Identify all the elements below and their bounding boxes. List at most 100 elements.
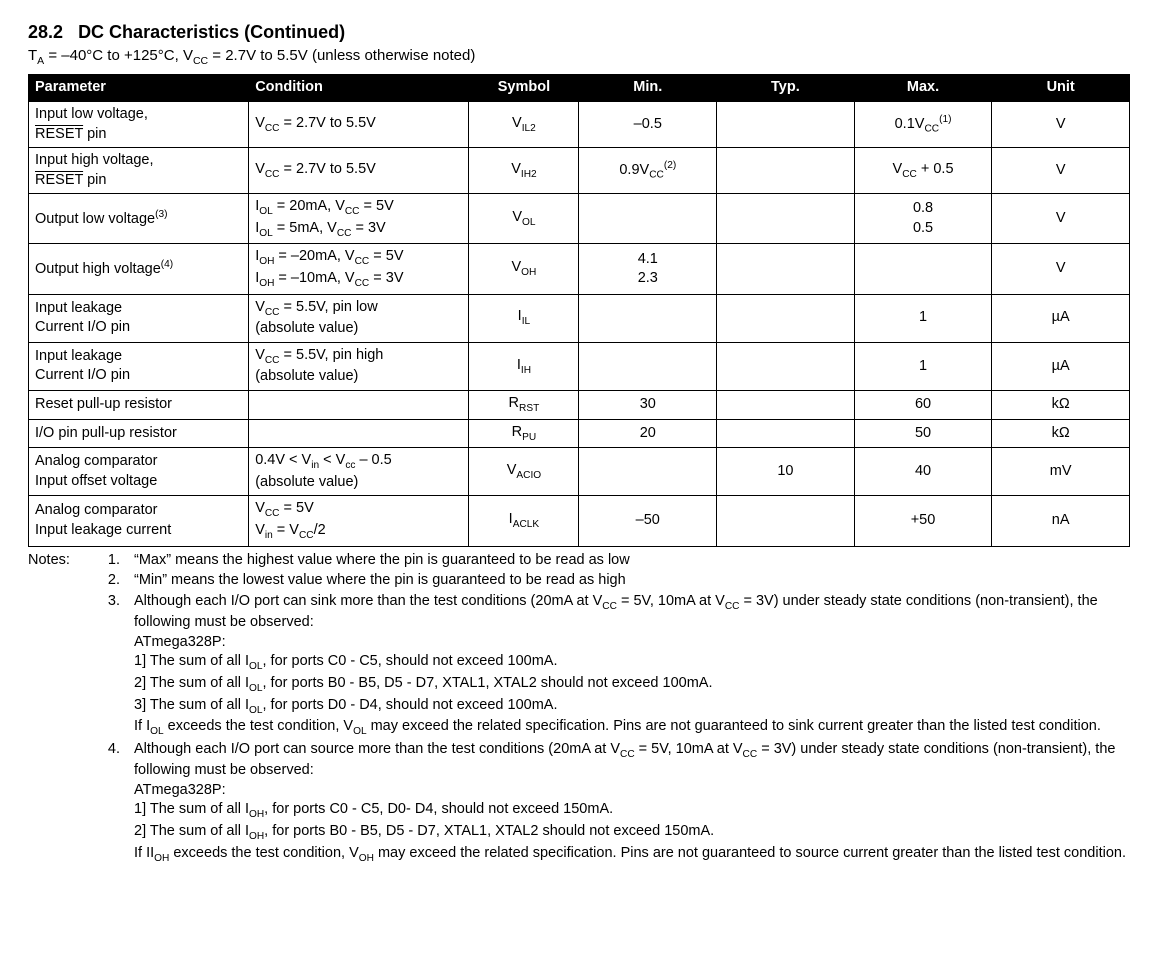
cell-sym: IIL — [469, 294, 579, 342]
cell-param: Reset pull-up resistor — [29, 390, 249, 419]
cell-cond: IOH = –20mA, VCC = 5VIOH = –10mA, VCC = … — [249, 244, 469, 294]
note-body: “Max” means the highest value where the … — [134, 551, 1130, 571]
section-number: 28.2 — [28, 22, 63, 42]
cell-sym: VOL — [469, 194, 579, 244]
cell-max: 1 — [854, 294, 992, 342]
cell-unit: V — [992, 194, 1130, 244]
note-row: 2. “Min” means the lowest value where the… — [28, 571, 1130, 591]
column-header-cond: Condition — [249, 75, 469, 102]
cell-unit: mV — [992, 448, 1130, 496]
cell-sym: IIH — [469, 342, 579, 390]
cell-sym: IACLK — [469, 496, 579, 546]
cell-cond: VCC = 5.5V, pin high(absolute value) — [249, 342, 469, 390]
cell-cond — [249, 390, 469, 419]
cell-typ — [717, 102, 855, 148]
cell-sym: VIH2 — [469, 148, 579, 194]
column-header-sym: Symbol — [469, 75, 579, 102]
cell-cond: IOL = 20mA, VCC = 5VIOL = 5mA, VCC = 3V — [249, 194, 469, 244]
note-number: 3. — [98, 592, 120, 739]
cell-typ — [717, 390, 855, 419]
cell-unit: V — [992, 148, 1130, 194]
note-body: “Min” means the lowest value where the p… — [134, 571, 1130, 591]
table-header-row: ParameterConditionSymbolMin.Typ.Max.Unit — [29, 75, 1130, 102]
cell-min: 4.12.3 — [579, 244, 717, 294]
cell-param: Analog comparatorInput offset voltage — [29, 448, 249, 496]
cell-sym: VIL2 — [469, 102, 579, 148]
section-conditions: TA = –40°C to +125°C, VCC = 2.7V to 5.5V… — [28, 46, 1130, 68]
cell-unit: nA — [992, 496, 1130, 546]
notes-label — [28, 571, 84, 591]
cell-typ — [717, 148, 855, 194]
table-row: I/O pin pull-up resistor RPU20 50kΩ — [29, 419, 1130, 448]
cell-sym: VACIO — [469, 448, 579, 496]
cell-min: –0.5 — [579, 102, 717, 148]
column-header-min: Min. — [579, 75, 717, 102]
cell-max: 60 — [854, 390, 992, 419]
cell-min: 0.9VCC(2) — [579, 148, 717, 194]
cell-param: I/O pin pull-up resistor — [29, 419, 249, 448]
cell-min: 30 — [579, 390, 717, 419]
cell-typ: 10 — [717, 448, 855, 496]
cell-min — [579, 342, 717, 390]
table-row: Input leakageCurrent I/O pinVCC = 5.5V, … — [29, 294, 1130, 342]
cell-typ — [717, 419, 855, 448]
cell-sym: RRST — [469, 390, 579, 419]
cell-sym: VOH — [469, 244, 579, 294]
note-body: Although each I/O port can source more t… — [134, 740, 1130, 866]
table-row: Output high voltage(4)IOH = –20mA, VCC =… — [29, 244, 1130, 294]
dc-characteristics-table: ParameterConditionSymbolMin.Typ.Max.Unit… — [28, 74, 1130, 546]
cell-min — [579, 294, 717, 342]
table-row: Analog comparatorInput offset voltage0.4… — [29, 448, 1130, 496]
cell-cond: VCC = 2.7V to 5.5V — [249, 102, 469, 148]
cell-param: Input low voltage,RESET pin — [29, 102, 249, 148]
column-header-typ: Typ. — [717, 75, 855, 102]
cell-min — [579, 194, 717, 244]
cell-max: +50 — [854, 496, 992, 546]
cell-unit: V — [992, 102, 1130, 148]
column-header-unit: Unit — [992, 75, 1130, 102]
table-row: Analog comparatorInput leakage currentVC… — [29, 496, 1130, 546]
notes-label: Notes: — [28, 551, 84, 571]
cell-param: Output low voltage(3) — [29, 194, 249, 244]
cell-max — [854, 244, 992, 294]
cell-unit: µA — [992, 342, 1130, 390]
cell-param: Output high voltage(4) — [29, 244, 249, 294]
notes-label — [28, 592, 84, 739]
cell-max: 0.1VCC(1) — [854, 102, 992, 148]
note-number: 4. — [98, 740, 120, 866]
notes-section: Notes: 1. “Max” means the highest value wh… — [28, 551, 1130, 866]
cell-max: VCC + 0.5 — [854, 148, 992, 194]
cell-typ — [717, 194, 855, 244]
cell-param: Analog comparatorInput leakage current — [29, 496, 249, 546]
cell-cond: VCC = 5VVin = VCC/2 — [249, 496, 469, 546]
table-row: Reset pull-up resistor RRST30 60kΩ — [29, 390, 1130, 419]
cell-cond: VCC = 5.5V, pin low(absolute value) — [249, 294, 469, 342]
note-row: 4.Although each I/O port can source more… — [28, 740, 1130, 866]
cell-typ — [717, 496, 855, 546]
cell-min: 20 — [579, 419, 717, 448]
cell-min: –50 — [579, 496, 717, 546]
table-row: Input high voltage,RESET pinVCC = 2.7V t… — [29, 148, 1130, 194]
section-heading: DC Characteristics (Continued) — [78, 22, 345, 42]
cell-param: Input high voltage,RESET pin — [29, 148, 249, 194]
cell-max: 50 — [854, 419, 992, 448]
cell-unit: µA — [992, 294, 1130, 342]
cell-max: 1 — [854, 342, 992, 390]
note-number: 2. — [98, 571, 120, 591]
section-title: 28.2 DC Characteristics (Continued) — [28, 20, 1130, 44]
cell-typ — [717, 342, 855, 390]
cell-unit: kΩ — [992, 419, 1130, 448]
note-number: 1. — [98, 551, 120, 571]
cell-max: 40 — [854, 448, 992, 496]
note-row: Notes: 1. “Max” means the highest value wh… — [28, 551, 1130, 571]
notes-label — [28, 740, 84, 866]
cell-unit: kΩ — [992, 390, 1130, 419]
cell-typ — [717, 294, 855, 342]
table-row: Input low voltage,RESET pinVCC = 2.7V to… — [29, 102, 1130, 148]
cell-cond: VCC = 2.7V to 5.5V — [249, 148, 469, 194]
note-body: Although each I/O port can sink more tha… — [134, 592, 1130, 739]
note-row: 3.Although each I/O port can sink more t… — [28, 592, 1130, 739]
cell-sym: RPU — [469, 419, 579, 448]
table-row: Output low voltage(3)IOL = 20mA, VCC = 5… — [29, 194, 1130, 244]
cell-param: Input leakageCurrent I/O pin — [29, 294, 249, 342]
